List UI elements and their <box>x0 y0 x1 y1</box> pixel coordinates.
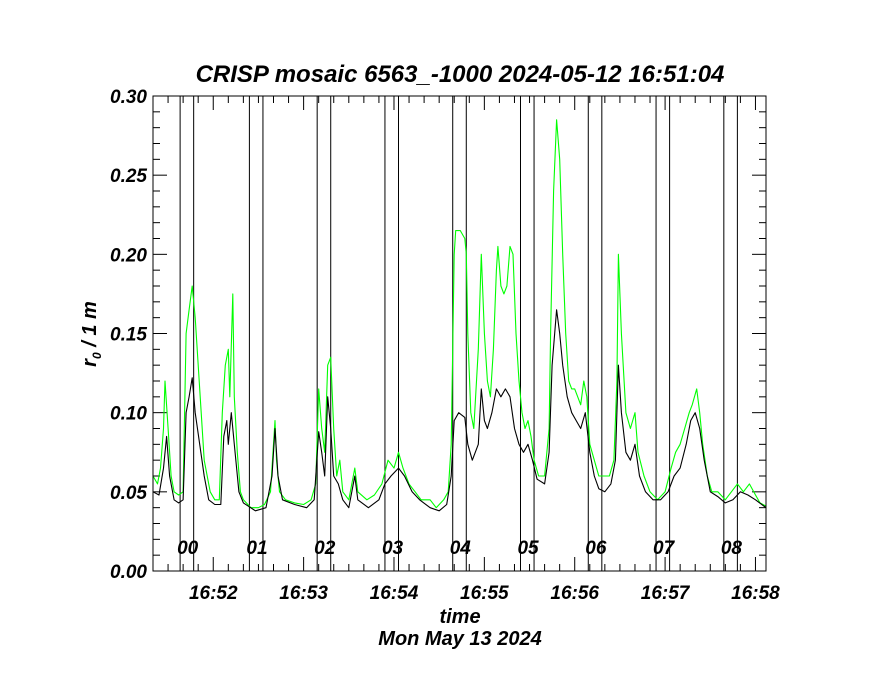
plot-frame <box>152 95 767 572</box>
y-tick-label: 0.10 <box>110 404 147 425</box>
series-line-green <box>152 119 767 509</box>
x-tick-label: 16:58 <box>731 583 780 604</box>
x-tick-label: 16:54 <box>370 583 419 604</box>
scan-marker-label: 05 <box>517 538 539 559</box>
scan-marker-label: 00 <box>177 538 199 559</box>
y-tick-label: 0.30 <box>110 87 147 108</box>
y-tick-label: 0.00 <box>110 562 147 583</box>
y-tick-label: 0.25 <box>110 166 147 187</box>
x-tick-labels: 16:52 16:53 16:54 16:55 16:56 16:57 16:58 <box>189 583 780 604</box>
minor-ticks <box>152 96 766 571</box>
scan-marker-label: 03 <box>382 538 404 559</box>
scan-marker-label: 06 <box>585 538 607 559</box>
scan-marker-label: 01 <box>246 538 267 559</box>
chart-title: CRISP mosaic 6563_-1000 2024-05-12 16:51… <box>196 61 725 88</box>
x-tick-label: 16:57 <box>641 583 691 604</box>
scan-marker-label: 02 <box>314 538 336 559</box>
y-axis-label: r0 / 1 m <box>79 301 104 367</box>
scan-marker-label: 04 <box>450 538 472 559</box>
y-tick-label: 0.15 <box>110 325 147 346</box>
scan-marker-labels: 00 01 02 03 04 05 06 07 08 <box>177 538 742 559</box>
y-axis-label-tail: / 1 m <box>79 301 101 352</box>
y-tick-labels: 0.00 0.05 0.10 0.15 0.20 0.25 0.30 <box>110 87 147 583</box>
series-line-black <box>152 309 767 512</box>
y-axis-label-subscript: 0 <box>90 352 104 359</box>
y-tick-label: 0.05 <box>110 483 147 504</box>
x-axis-sublabel: Mon May 13 2024 <box>378 628 541 650</box>
x-tick-label: 16:56 <box>550 583 599 604</box>
major-ticks <box>153 95 766 572</box>
series-layer <box>152 119 767 512</box>
y-axis-label-main: r <box>79 358 101 367</box>
scan-marker-label: 08 <box>721 538 743 559</box>
x-tick-label: 16:53 <box>279 583 328 604</box>
x-axis-label: time <box>439 606 480 628</box>
x-tick-label: 16:52 <box>189 583 238 604</box>
y-tick-label: 0.20 <box>110 245 147 266</box>
scan-marker-label: 07 <box>653 538 676 559</box>
x-tick-label: 16:55 <box>460 583 509 604</box>
